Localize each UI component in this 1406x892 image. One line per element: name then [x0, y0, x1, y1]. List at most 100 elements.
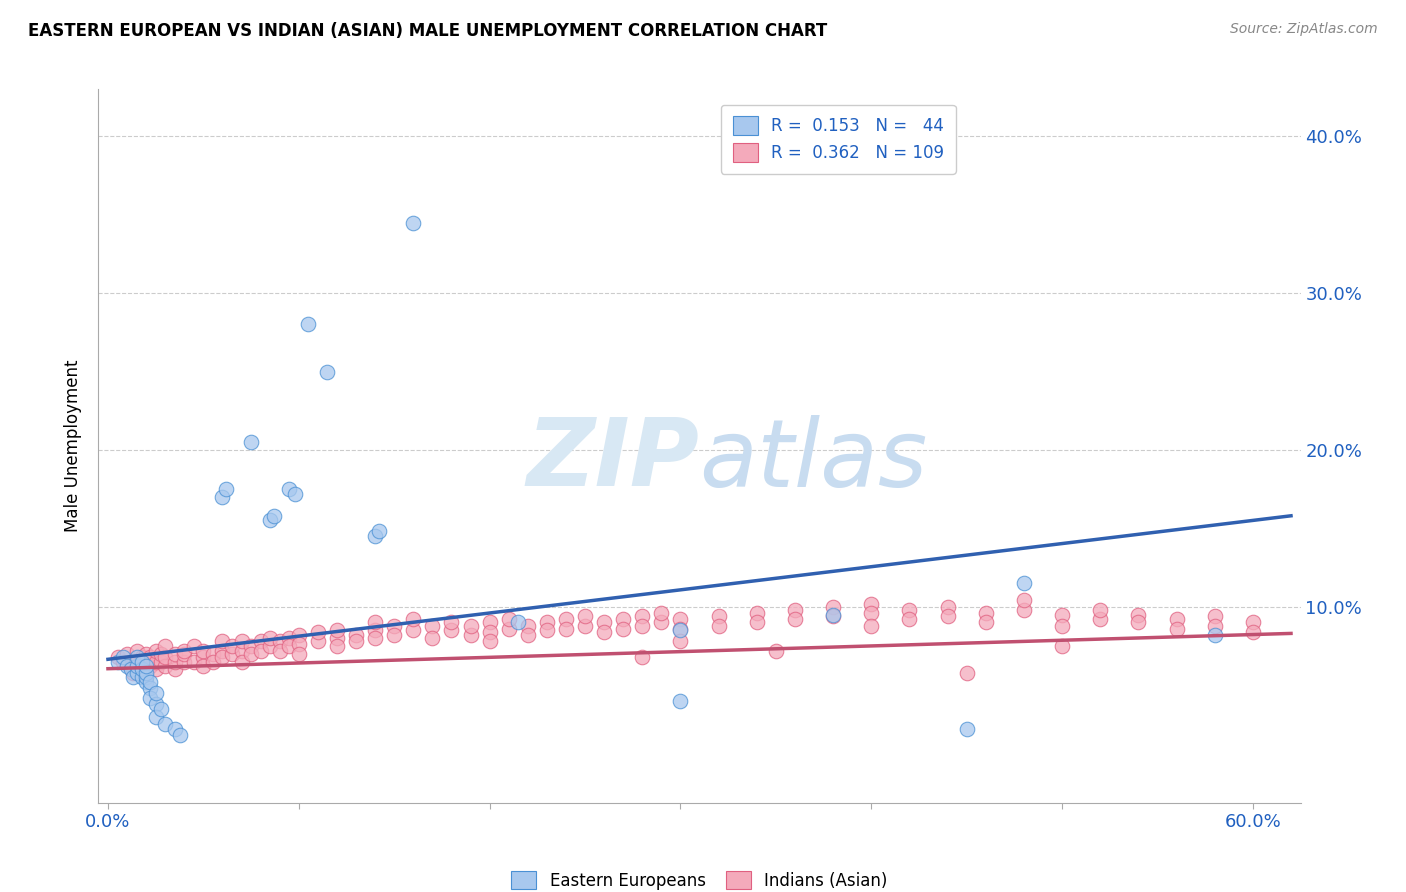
Point — [1128, 615, 1150, 630]
Point — [536, 624, 558, 638]
Point — [131, 663, 153, 677]
Point — [307, 634, 329, 648]
Point — [631, 618, 654, 632]
Text: Source: ZipAtlas.com: Source: ZipAtlas.com — [1230, 22, 1378, 37]
Point — [269, 634, 291, 648]
Point — [344, 634, 367, 648]
Point — [240, 435, 263, 450]
Point — [402, 215, 425, 229]
Point — [231, 634, 253, 648]
Point — [1012, 576, 1035, 591]
Point — [201, 647, 224, 661]
Point — [382, 618, 405, 632]
Point — [669, 634, 692, 648]
Point — [783, 603, 806, 617]
Point — [1088, 612, 1111, 626]
Point — [135, 663, 157, 677]
Point — [163, 647, 186, 661]
Point — [745, 606, 768, 620]
Point — [516, 618, 538, 632]
Point — [278, 639, 301, 653]
Point — [169, 728, 191, 742]
Point — [936, 609, 959, 624]
Point — [259, 514, 281, 528]
Point — [707, 618, 730, 632]
Point — [163, 722, 186, 736]
Point — [860, 597, 883, 611]
Point — [211, 634, 233, 648]
Point — [1204, 609, 1226, 624]
Point — [287, 647, 309, 661]
Text: ZIP: ZIP — [527, 414, 700, 507]
Point — [284, 487, 307, 501]
Point — [516, 628, 538, 642]
Point — [150, 655, 173, 669]
Point — [287, 628, 309, 642]
Point — [155, 649, 177, 664]
Point — [1088, 603, 1111, 617]
Point — [131, 649, 153, 664]
Point — [631, 649, 654, 664]
Point — [150, 647, 173, 661]
Y-axis label: Male Unemployment: Male Unemployment — [65, 359, 83, 533]
Point — [765, 643, 787, 657]
Point — [707, 609, 730, 624]
Point — [193, 649, 215, 664]
Text: EASTERN EUROPEAN VS INDIAN (ASIAN) MALE UNEMPLOYMENT CORRELATION CHART: EASTERN EUROPEAN VS INDIAN (ASIAN) MALE … — [28, 22, 827, 40]
Point — [1012, 593, 1035, 607]
Point — [145, 697, 167, 711]
Point — [269, 643, 291, 657]
Point — [131, 655, 153, 669]
Point — [1050, 607, 1073, 622]
Point — [145, 655, 167, 669]
Point — [1166, 622, 1188, 636]
Point — [631, 609, 654, 624]
Point — [574, 609, 596, 624]
Point — [115, 647, 138, 661]
Point — [956, 665, 979, 680]
Point — [249, 634, 271, 648]
Point — [669, 624, 692, 638]
Point — [139, 681, 162, 696]
Point — [612, 612, 634, 626]
Point — [211, 643, 233, 657]
Point — [367, 524, 389, 539]
Point — [1012, 603, 1035, 617]
Point — [936, 599, 959, 614]
Point — [231, 655, 253, 669]
Legend: Eastern Europeans, Indians (Asian): Eastern Europeans, Indians (Asian) — [502, 861, 897, 892]
Point — [125, 655, 148, 669]
Point — [974, 606, 997, 620]
Point — [173, 647, 195, 661]
Point — [120, 659, 142, 673]
Point — [135, 670, 157, 684]
Point — [860, 618, 883, 632]
Point — [344, 628, 367, 642]
Point — [211, 490, 233, 504]
Point — [860, 606, 883, 620]
Point — [139, 690, 162, 705]
Point — [263, 508, 285, 523]
Point — [278, 482, 301, 496]
Point — [307, 624, 329, 639]
Point — [574, 618, 596, 632]
Point — [1166, 612, 1188, 626]
Point — [956, 722, 979, 736]
Point — [135, 647, 157, 661]
Point — [1050, 639, 1073, 653]
Point — [402, 612, 425, 626]
Point — [536, 615, 558, 630]
Point — [215, 482, 238, 496]
Point — [783, 612, 806, 626]
Point — [125, 649, 148, 664]
Point — [125, 659, 148, 673]
Point — [745, 615, 768, 630]
Point — [287, 637, 309, 651]
Point — [1204, 628, 1226, 642]
Point — [402, 624, 425, 638]
Point — [669, 622, 692, 636]
Point — [155, 717, 177, 731]
Point — [145, 643, 167, 657]
Point — [155, 639, 177, 653]
Point — [316, 364, 339, 378]
